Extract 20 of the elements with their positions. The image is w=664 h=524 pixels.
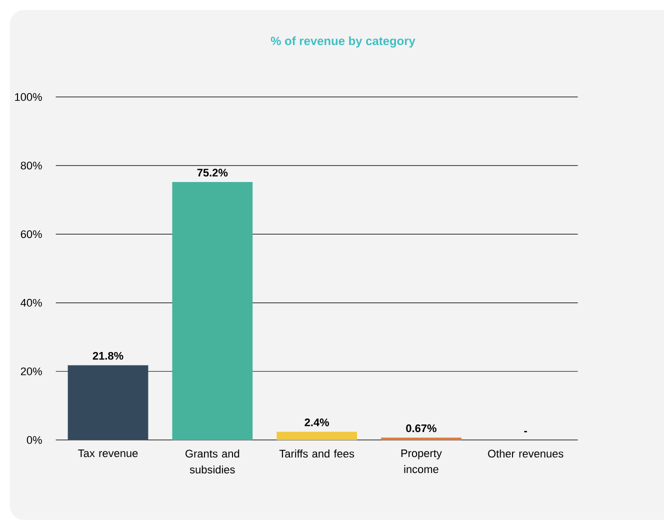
y-tick-label: 60% [20,230,42,238]
y-tick-label: 20% [20,368,42,376]
data-label: 21.8% [92,352,124,360]
bar [276,432,357,440]
x-tick-label: Property income [401,450,442,474]
chart-title: % of revenue by category [270,36,416,48]
bar [68,365,148,440]
data-label: 75.2% [197,168,228,177]
data-label: 2.4% [304,418,330,426]
y-tick-label: 100% [15,93,42,101]
y-tick-label: 40% [20,298,42,307]
data-label: - [524,430,527,432]
data-label: 0.67% [406,424,436,432]
x-tick-label: Tax revenue [78,450,138,458]
x-tick-label: Tariffs and fees [279,450,354,458]
bar [172,182,253,440]
y-tick-label: 0% [26,436,42,444]
x-tick-label: Grants and subsidies [186,450,240,474]
y-tick-label: 80% [20,162,42,170]
x-tick-label: Other revenues [488,450,564,458]
